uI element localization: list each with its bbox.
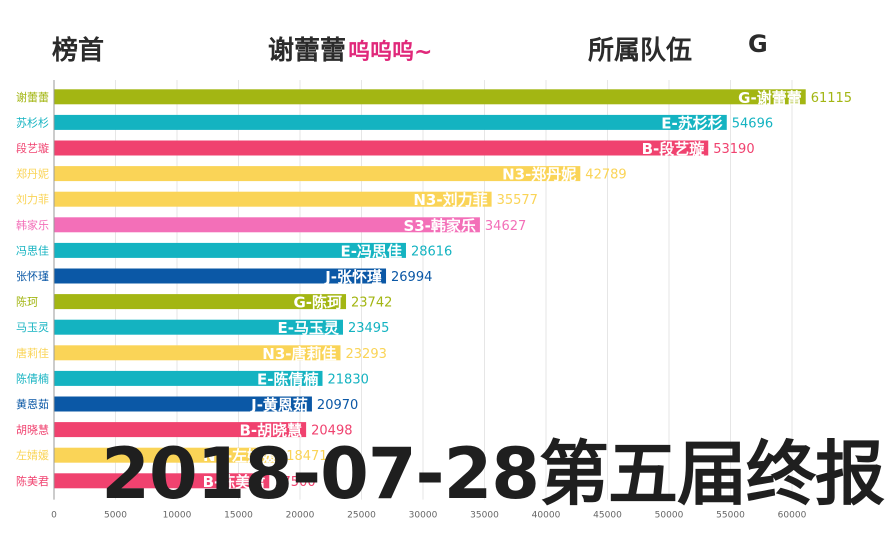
bar bbox=[54, 319, 343, 335]
value-label: 17500 bbox=[274, 475, 315, 490]
x-tick-label: 45000 bbox=[593, 511, 622, 521]
value-label: 42789 bbox=[585, 168, 626, 183]
x-tick-label: 50000 bbox=[655, 511, 684, 521]
bar-label: N3-郑丹妮 bbox=[502, 166, 576, 184]
category-label: 胡晓慧 bbox=[16, 423, 49, 437]
bar bbox=[54, 217, 480, 233]
x-tick-label: 15000 bbox=[224, 511, 253, 521]
value-label: 35577 bbox=[497, 193, 538, 208]
category-label: 苏杉杉 bbox=[16, 115, 49, 129]
bar bbox=[54, 294, 347, 310]
category-label: 谢蕾蕾 bbox=[16, 90, 49, 104]
value-label: 54696 bbox=[732, 116, 773, 131]
leader-name-text: 谢蕾蕾 bbox=[268, 36, 347, 66]
bar bbox=[54, 447, 282, 463]
value-label: 20970 bbox=[317, 398, 358, 413]
bar bbox=[54, 396, 312, 412]
category-label: 张怀瑾 bbox=[16, 270, 49, 283]
leader-name: 谢蕾蕾呜呜呜~ bbox=[268, 30, 432, 67]
value-label: 61115 bbox=[811, 91, 852, 106]
category-label: 唐莉佳 bbox=[16, 346, 49, 360]
bar-label: B-胡晓慧 bbox=[239, 422, 302, 440]
bar-label: E-马玉灵 bbox=[278, 319, 340, 337]
value-label: 34627 bbox=[485, 219, 526, 234]
bar-label: E-冯思佳 bbox=[340, 242, 401, 260]
bar bbox=[54, 166, 581, 182]
x-axis: 0 5000 10000 15000 20000 25000 30000 35000 40000… bbox=[51, 80, 807, 521]
category-label: 左婧媛 bbox=[16, 448, 49, 462]
value-label: 26994 bbox=[391, 270, 432, 285]
category-label: 陈珂 bbox=[16, 295, 38, 309]
x-tick-label: 55000 bbox=[716, 511, 745, 521]
bar bbox=[54, 422, 307, 438]
x-tick-label: 60000 bbox=[778, 511, 807, 521]
bar-label: E-苏杉杉 bbox=[661, 114, 722, 132]
bar-label: N3-刘力菲 bbox=[413, 191, 487, 209]
bar bbox=[54, 242, 406, 258]
bar-label: G-陈珂 bbox=[293, 294, 342, 312]
value-label: 28616 bbox=[411, 244, 452, 259]
category-label: 陈倩楠 bbox=[16, 371, 49, 385]
bar-label: S3-韩家乐 bbox=[403, 217, 475, 235]
bar bbox=[54, 140, 709, 156]
category-label: 郑丹妮 bbox=[16, 167, 49, 181]
x-tick-label: 30000 bbox=[409, 511, 438, 521]
bar-label: G-谢蕾蕾 bbox=[738, 89, 802, 107]
bars: 谢蕾蕾 G-谢蕾蕾 61115 苏杉杉 E-苏杉杉 54696 段艺璇 B-段艺璇 53190 郑… bbox=[16, 89, 852, 491]
leader-name-suffix: 呜呜呜~ bbox=[348, 40, 433, 65]
bar bbox=[54, 473, 270, 489]
x-tick-label: 10000 bbox=[163, 511, 192, 521]
bar bbox=[54, 345, 341, 361]
value-label: 53190 bbox=[713, 142, 754, 157]
team-heading: 所属队伍 bbox=[588, 36, 693, 66]
x-tick-label: 20000 bbox=[286, 511, 315, 521]
value-label: 23293 bbox=[346, 347, 387, 362]
value-label: 21830 bbox=[328, 372, 369, 387]
category-label: 段艺璇 bbox=[16, 141, 49, 155]
bar-label: J-张怀瑾 bbox=[324, 268, 382, 286]
bar bbox=[54, 268, 387, 284]
bar bbox=[54, 89, 806, 105]
leader-heading: 榜首 bbox=[52, 36, 105, 66]
x-tick-label: 0 bbox=[51, 511, 57, 521]
x-tick-label: 5000 bbox=[104, 511, 127, 521]
date-overlay: 2018-07-28第五届终报 bbox=[101, 433, 885, 515]
bar-label: N3-左婧媛 bbox=[203, 447, 278, 465]
x-tick-label: 35000 bbox=[470, 511, 499, 521]
leader-team: G bbox=[748, 30, 768, 58]
bar-label: E-陈倩楠 bbox=[257, 370, 318, 388]
x-tick-label: 25000 bbox=[347, 511, 376, 521]
bar-label: J-黄恩茹 bbox=[250, 396, 308, 414]
category-label: 刘力菲 bbox=[16, 193, 49, 206]
value-label: 23495 bbox=[348, 321, 389, 336]
value-label: 20498 bbox=[311, 424, 352, 439]
bar-label: B-段艺璇 bbox=[642, 140, 706, 158]
category-label: 韩家乐 bbox=[16, 218, 49, 232]
x-tick-label: 40000 bbox=[532, 511, 561, 521]
bar bbox=[54, 191, 492, 207]
category-label: 黄恩茹 bbox=[16, 397, 49, 411]
category-label: 陈美君 bbox=[16, 474, 49, 488]
bar-label: N3-唐莉佳 bbox=[262, 345, 336, 363]
value-label: 18471 bbox=[286, 449, 327, 464]
value-label: 23742 bbox=[351, 296, 392, 311]
category-label: 冯思佳 bbox=[16, 243, 49, 257]
category-label: 马玉灵 bbox=[16, 321, 49, 334]
bar bbox=[54, 370, 323, 386]
bar bbox=[54, 114, 727, 130]
bar-label: B-陈美君 bbox=[203, 473, 266, 491]
